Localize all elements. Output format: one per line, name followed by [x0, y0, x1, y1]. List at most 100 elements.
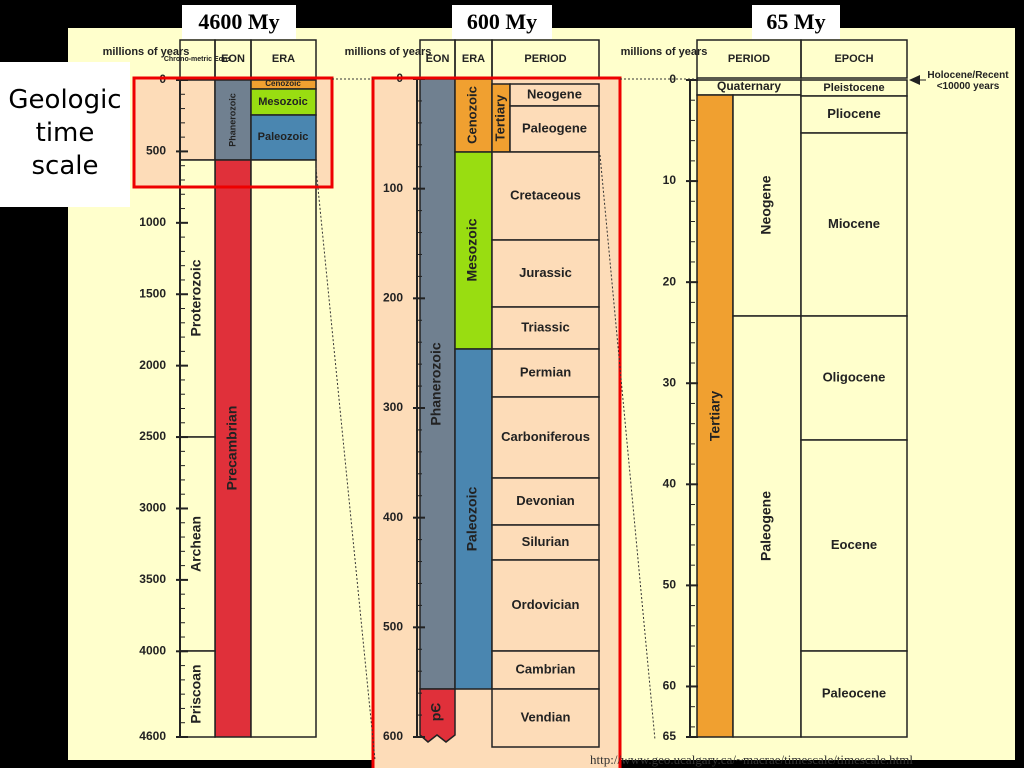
column-header: PERIOD — [728, 53, 770, 65]
unit-box — [491, 524, 600, 561]
unit-label: Mesozoic — [258, 96, 308, 108]
unit-box — [491, 396, 600, 479]
unit-label: pЄ — [428, 703, 444, 722]
tick-label: 40 — [663, 476, 677, 490]
unit-label: Cenozoic — [464, 86, 479, 144]
tick-label: 400 — [383, 510, 403, 524]
tick-label: 3000 — [139, 501, 166, 515]
unit-label: Phanerozoic — [227, 93, 237, 147]
unit-label: Mesozoic — [464, 218, 480, 281]
unit-box — [800, 132, 908, 317]
unit-box — [800, 650, 908, 738]
unit-label: Quaternary — [717, 79, 781, 93]
unit-box — [491, 477, 600, 526]
unit-label: Tertiary — [492, 94, 507, 141]
unit-label: Paleozoic — [258, 131, 309, 143]
note: Holocene/Recent <10000 years — [927, 70, 1009, 92]
zoom-line — [599, 154, 656, 741]
unit-label: Eocene — [831, 537, 877, 552]
unit-label: Tertiary — [707, 391, 723, 442]
title: Geologic time scale — [0, 62, 130, 207]
unit-label: Paleogene — [522, 120, 587, 135]
tick-label: 2000 — [139, 358, 166, 372]
column-header: EON — [426, 53, 450, 65]
unit-label: Archean — [188, 516, 204, 572]
note-arrow — [909, 75, 920, 85]
tick-label: 20 — [663, 274, 677, 288]
column-header: PERIOD — [524, 53, 566, 65]
tick-label: 300 — [383, 400, 403, 414]
column-header: EON — [221, 53, 245, 65]
unit-label: Phanerozoic — [428, 342, 444, 425]
source-url: http://www.geo.ucalgary.ca/~macrae/times… — [590, 752, 913, 767]
unit-box — [419, 78, 456, 690]
unit-label: Silurian — [522, 534, 570, 549]
unit-label: Proterozoic — [188, 259, 204, 336]
unit-box — [491, 348, 600, 398]
tick-label: 1000 — [139, 215, 166, 229]
tick-label: 65 — [663, 729, 677, 743]
tick-label: 100 — [383, 181, 403, 195]
column-header: ERA — [272, 53, 295, 65]
unit-label: Neogene — [758, 175, 774, 234]
axis-title: millions of years — [621, 46, 708, 58]
unit-label: Carboniferous — [501, 429, 590, 444]
column-header: ERA — [462, 53, 485, 65]
unit-label: Paleozoic — [464, 487, 480, 552]
unit-label: Vendian — [521, 709, 571, 724]
unit-label: Cenozoic — [265, 79, 301, 88]
unit-label: Paleogene — [758, 491, 774, 561]
unit-box — [696, 94, 734, 738]
unit-box — [454, 348, 493, 690]
unit-box — [250, 114, 317, 161]
highlight-box — [371, 76, 622, 768]
tick-label: 50 — [663, 578, 677, 592]
tick-label: 4000 — [139, 643, 166, 657]
tick-label: 4600 — [139, 729, 166, 743]
unit-box — [179, 159, 216, 438]
column-header: EPOCH — [834, 53, 873, 65]
unit-box — [179, 79, 216, 161]
unit-label: Neogene — [527, 86, 582, 101]
tick-label: 200 — [383, 291, 403, 305]
unit-box — [250, 159, 317, 738]
highlight-box — [132, 76, 334, 189]
unit-box — [179, 650, 216, 738]
unit-label: Oligocene — [823, 369, 886, 384]
unit-box — [732, 315, 802, 738]
unit-label: Devonian — [516, 493, 575, 508]
unit-box — [491, 650, 600, 690]
span-label: 65 My — [752, 5, 840, 39]
tick-label: 3500 — [139, 572, 166, 586]
tick-label: 600 — [383, 729, 403, 743]
unit-box — [800, 439, 908, 652]
unit-box — [509, 105, 600, 153]
span-label: 600 My — [452, 5, 552, 39]
unit-box — [179, 436, 216, 652]
tick-label: 10 — [663, 173, 677, 187]
unit-box — [800, 95, 908, 134]
unit-label: Cretaceous — [510, 187, 581, 202]
unit-box — [454, 78, 493, 153]
tick-label: 500 — [146, 144, 166, 158]
tick-label: 60 — [663, 679, 677, 693]
unit-label: Jurassic — [519, 265, 572, 280]
axis-title: millions of years — [345, 46, 432, 58]
unit-box — [732, 94, 802, 317]
tick-label: 2500 — [139, 429, 166, 443]
unit-label: Priscoan — [188, 664, 204, 723]
column-header: Chrono-metric Eons — [164, 56, 231, 63]
unit-label: Pleistocene — [823, 82, 884, 94]
unit-box — [800, 39, 908, 79]
tick-label: 30 — [663, 375, 677, 389]
unit-box — [454, 151, 493, 350]
unit-box — [491, 151, 600, 241]
unit-label: Paleocene — [822, 685, 886, 700]
unit-label: Precambrian — [224, 406, 240, 491]
unit-box — [491, 239, 600, 308]
tick-label: 1500 — [139, 286, 166, 300]
span-label: 4600 My — [182, 5, 296, 39]
unit-label: Cambrian — [516, 661, 576, 676]
